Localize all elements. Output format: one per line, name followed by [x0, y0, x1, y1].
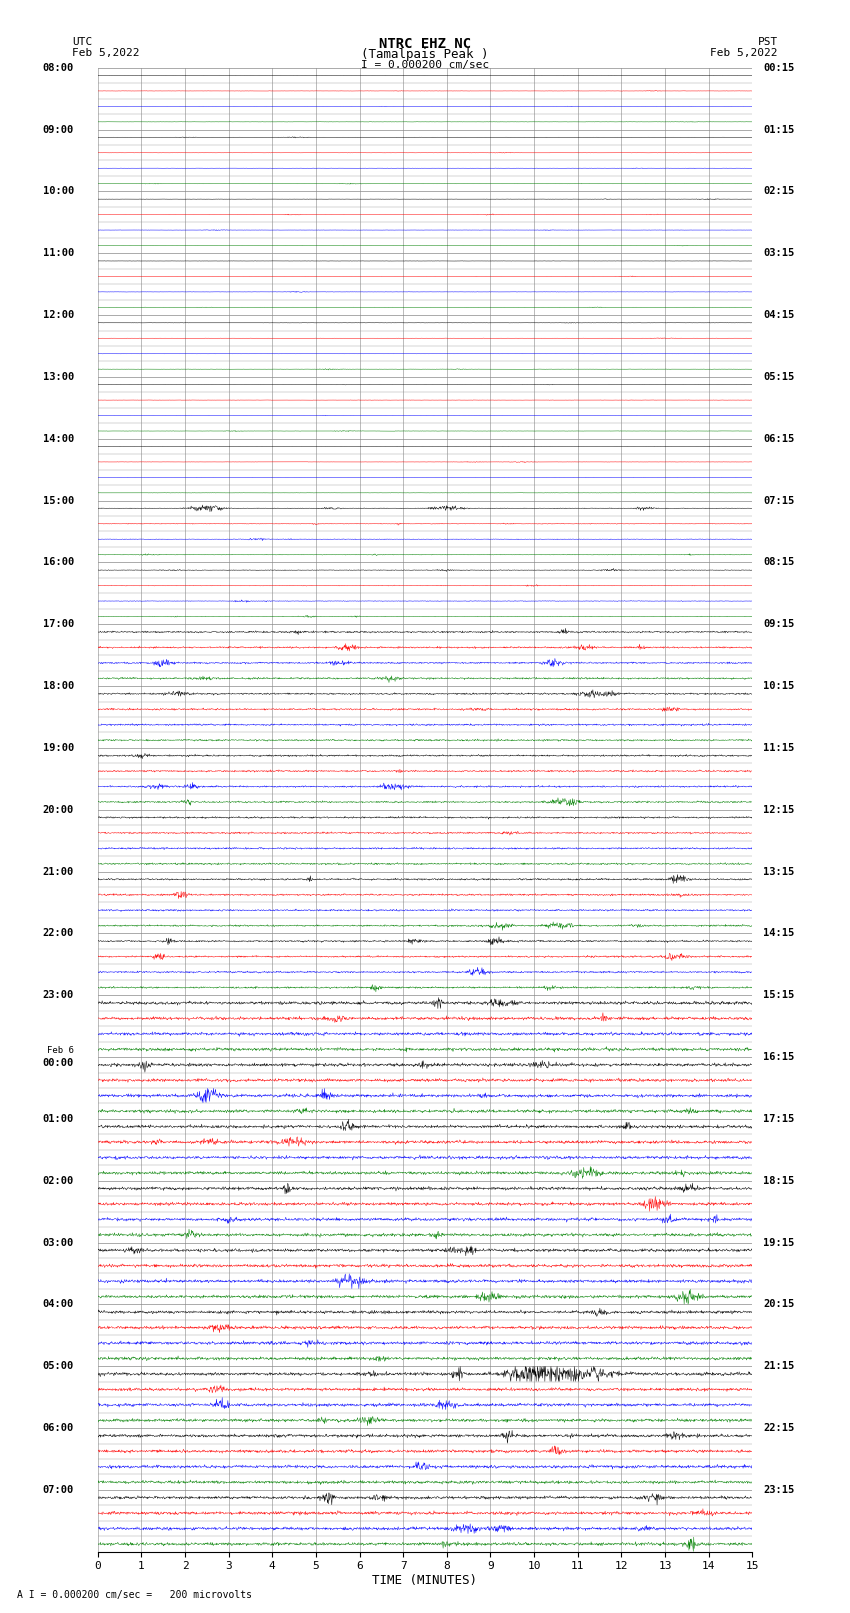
Text: 02:00: 02:00 [42, 1176, 74, 1186]
Text: 23:15: 23:15 [763, 1486, 795, 1495]
Text: 00:15: 00:15 [763, 63, 795, 73]
Text: 04:00: 04:00 [42, 1300, 74, 1310]
Text: 16:15: 16:15 [763, 1052, 795, 1061]
Text: 09:15: 09:15 [763, 619, 795, 629]
Text: 20:00: 20:00 [42, 805, 74, 815]
Text: 13:00: 13:00 [42, 373, 74, 382]
Text: 13:15: 13:15 [763, 866, 795, 876]
Text: 05:00: 05:00 [42, 1361, 74, 1371]
Text: 04:15: 04:15 [763, 310, 795, 319]
Text: 21:15: 21:15 [763, 1361, 795, 1371]
X-axis label: TIME (MINUTES): TIME (MINUTES) [372, 1574, 478, 1587]
Text: 22:00: 22:00 [42, 929, 74, 939]
Text: A I = 0.000200 cm/sec =   200 microvolts: A I = 0.000200 cm/sec = 200 microvolts [17, 1590, 252, 1600]
Text: Feb 5,2022: Feb 5,2022 [72, 48, 139, 58]
Text: 05:15: 05:15 [763, 373, 795, 382]
Text: 17:00: 17:00 [42, 619, 74, 629]
Text: 00:00: 00:00 [42, 1058, 74, 1068]
Text: 01:00: 01:00 [42, 1115, 74, 1124]
Text: 23:00: 23:00 [42, 990, 74, 1000]
Text: 17:15: 17:15 [763, 1115, 795, 1124]
Text: 15:15: 15:15 [763, 990, 795, 1000]
Text: NTRC EHZ NC: NTRC EHZ NC [379, 37, 471, 52]
Text: 10:15: 10:15 [763, 681, 795, 690]
Text: 18:00: 18:00 [42, 681, 74, 690]
Text: I = 0.000200 cm/sec: I = 0.000200 cm/sec [361, 60, 489, 69]
Text: 22:15: 22:15 [763, 1423, 795, 1432]
Text: 08:00: 08:00 [42, 63, 74, 73]
Text: 02:15: 02:15 [763, 187, 795, 197]
Text: 09:00: 09:00 [42, 124, 74, 134]
Text: 07:15: 07:15 [763, 495, 795, 505]
Text: 06:00: 06:00 [42, 1423, 74, 1432]
Text: 16:00: 16:00 [42, 558, 74, 568]
Text: UTC: UTC [72, 37, 93, 47]
Text: 11:15: 11:15 [763, 744, 795, 753]
Text: 15:00: 15:00 [42, 495, 74, 505]
Text: 12:00: 12:00 [42, 310, 74, 319]
Text: PST: PST [757, 37, 778, 47]
Text: 18:15: 18:15 [763, 1176, 795, 1186]
Text: 19:15: 19:15 [763, 1237, 795, 1247]
Text: 19:00: 19:00 [42, 744, 74, 753]
Text: 08:15: 08:15 [763, 558, 795, 568]
Text: 03:00: 03:00 [42, 1237, 74, 1247]
Text: 11:00: 11:00 [42, 248, 74, 258]
Text: 06:15: 06:15 [763, 434, 795, 444]
Text: 03:15: 03:15 [763, 248, 795, 258]
Text: 07:00: 07:00 [42, 1486, 74, 1495]
Text: 14:15: 14:15 [763, 929, 795, 939]
Text: Feb 5,2022: Feb 5,2022 [711, 48, 778, 58]
Text: 14:00: 14:00 [42, 434, 74, 444]
Text: 20:15: 20:15 [763, 1300, 795, 1310]
Text: 01:15: 01:15 [763, 124, 795, 134]
Text: (Tamalpais Peak ): (Tamalpais Peak ) [361, 48, 489, 61]
Text: 21:00: 21:00 [42, 866, 74, 876]
Text: 12:15: 12:15 [763, 805, 795, 815]
Text: Feb 6: Feb 6 [47, 1047, 74, 1055]
Text: 10:00: 10:00 [42, 187, 74, 197]
